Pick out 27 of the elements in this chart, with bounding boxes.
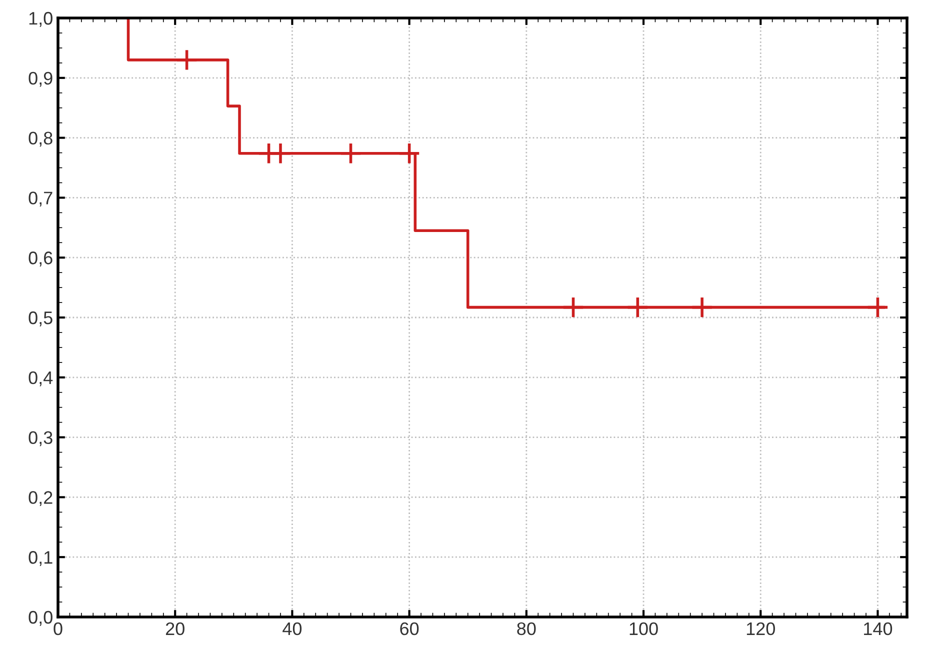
- y-tick-label: 0,0: [28, 610, 52, 626]
- x-tick-label: 60: [400, 622, 419, 636]
- point: [866, 296, 889, 319]
- y-tick-label: 0,7: [28, 192, 52, 207]
- point: [562, 296, 584, 319]
- x-tick-label: 40: [282, 622, 302, 636]
- point: [176, 48, 198, 72]
- y-tick-label: 0,4: [28, 371, 53, 386]
- y-tick-label: 0,3: [28, 431, 52, 446]
- point: [690, 296, 714, 319]
- x-tick-label: 0: [54, 622, 62, 636]
- y-tick-label: 0,6: [28, 252, 52, 266]
- x-tick-label: 80: [517, 622, 536, 636]
- point: [340, 142, 362, 165]
- point: [269, 142, 292, 165]
- x-tick-label: 120: [746, 622, 775, 636]
- y-tick-label: 0,8: [28, 132, 52, 147]
- x-tick-label: 140: [864, 622, 892, 636]
- x-tick-label: 100: [630, 622, 658, 636]
- point: [626, 296, 649, 319]
- point: [398, 142, 421, 165]
- x-tick-label: 20: [166, 622, 184, 636]
- y-tick-label: 0,2: [28, 491, 52, 506]
- y-tick-label: 0,1: [28, 551, 52, 566]
- y-tick-label: 0,9: [28, 72, 52, 87]
- y-tick-label: 0,5: [28, 311, 52, 326]
- y-tick-label: 1,0: [29, 12, 52, 27]
